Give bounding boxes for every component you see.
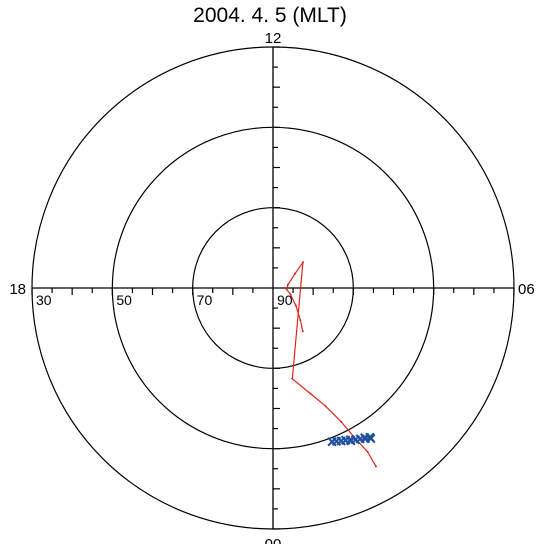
latitude-tick-label: 30 — [36, 292, 52, 308]
series-point — [299, 319, 302, 322]
latitude-tick-label: 90 — [277, 292, 293, 308]
series-marker — [366, 433, 376, 444]
series-point — [309, 392, 312, 395]
series-point — [301, 261, 304, 264]
series-point — [324, 405, 327, 408]
mlt-label-left: 18 — [9, 281, 26, 298]
series-point — [289, 293, 292, 296]
mlt-label-right: 06 — [518, 281, 535, 298]
mlt-label-bottom: 00 — [265, 536, 282, 544]
series-point — [340, 420, 343, 423]
series-point — [366, 450, 369, 453]
series-point — [375, 465, 377, 468]
latitude-tick-label: 50 — [116, 292, 132, 308]
chart-title: 2004. 4. 5 (MLT) — [193, 4, 347, 27]
series-point — [285, 288, 288, 291]
series-point — [301, 330, 304, 333]
series-point — [291, 377, 294, 380]
series-point — [293, 272, 296, 275]
latitude-tick-label: 70 — [197, 292, 213, 308]
series-point — [294, 304, 297, 307]
mlt-label-top: 12 — [265, 30, 282, 47]
series-point — [286, 283, 289, 286]
